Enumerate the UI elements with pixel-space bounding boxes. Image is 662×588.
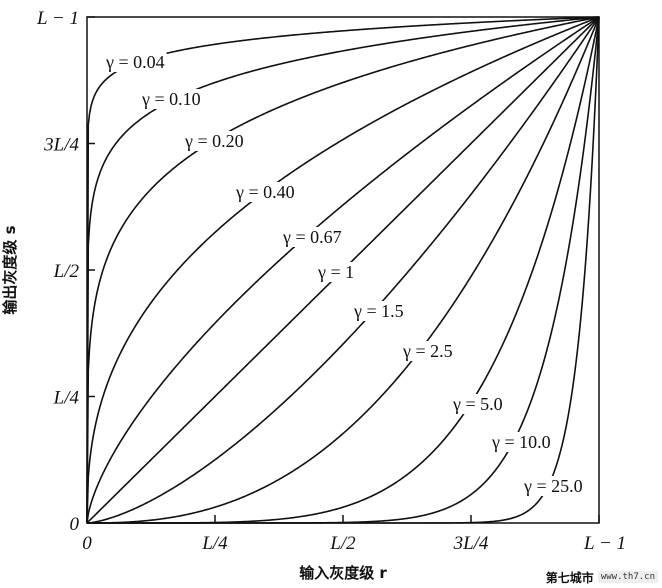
curve-label-bg (351, 301, 406, 321)
curve-label: γ = 0.40 (235, 182, 295, 202)
y-tick-label: L/2 (53, 261, 80, 282)
y-tick-label: L − 1 (36, 8, 79, 29)
curve-gamma-0_4 (86, 16, 600, 524)
curve-label-bg (400, 341, 455, 361)
curve-label-bg (139, 89, 203, 109)
curve-label-bg (521, 476, 585, 496)
x-tick-label: L/2 (329, 533, 356, 554)
y-tick-label: 0 (70, 514, 80, 535)
curve-label: γ = 0.04 (105, 52, 165, 72)
x-tick-labels: 0 L/4 L/2 3L/4 L − 1 (82, 515, 626, 554)
y-tick-labels: 0 L/4 L/2 3L/4 L − 1 (36, 8, 95, 535)
x-tick-label: L − 1 (583, 533, 626, 554)
y-tick-label: 3L/4 (43, 135, 79, 156)
curve-gamma-0_2 (86, 16, 600, 524)
curve-labels-group: γ = 0.04 γ = 0.10 γ = 0.20 γ = 0.40 γ = 0.67… (103, 52, 585, 496)
x-tick-label: L/4 (201, 533, 228, 554)
curve-label: γ = 5.0 (452, 394, 503, 414)
curve-label: γ = 0.67 (282, 227, 342, 247)
watermark-text: 第七城市 (545, 570, 594, 585)
curve-label-bg (315, 262, 357, 282)
curve-label: γ = 1.5 (353, 301, 404, 321)
x-tick-label: 3L/4 (453, 533, 489, 554)
watermark-site: www.th7.cn (597, 571, 658, 583)
curve-label-bg (489, 432, 553, 452)
curve-label: γ = 10.0 (491, 432, 551, 452)
curve-label-bg (280, 227, 344, 247)
curve-label: γ = 0.10 (141, 89, 201, 109)
x-tick-label: 0 (82, 533, 92, 554)
x-axis-title: 输入灰度级 r (299, 564, 387, 582)
y-axis-title: 输出灰度级 s (1, 225, 19, 314)
watermark: 第七城市 www.th7.cn (546, 568, 658, 586)
curve-label: γ = 1 (317, 262, 354, 282)
curve-gamma-1_5 (86, 16, 600, 524)
y-tick-label: L/4 (53, 388, 80, 409)
curve-label-bg (233, 182, 297, 202)
curve-label: γ = 0.20 (184, 131, 244, 151)
curve-label-bg (450, 394, 505, 414)
curve-gamma-2_5 (87, 16, 600, 524)
curve-gamma-0_04 (86, 16, 600, 524)
curve-label-bg (103, 52, 167, 72)
curve-label-bg (182, 131, 246, 151)
curve-gamma-0_67 (86, 16, 600, 524)
curve-label: γ = 25.0 (523, 476, 583, 496)
curve-label: γ = 2.5 (402, 341, 453, 361)
